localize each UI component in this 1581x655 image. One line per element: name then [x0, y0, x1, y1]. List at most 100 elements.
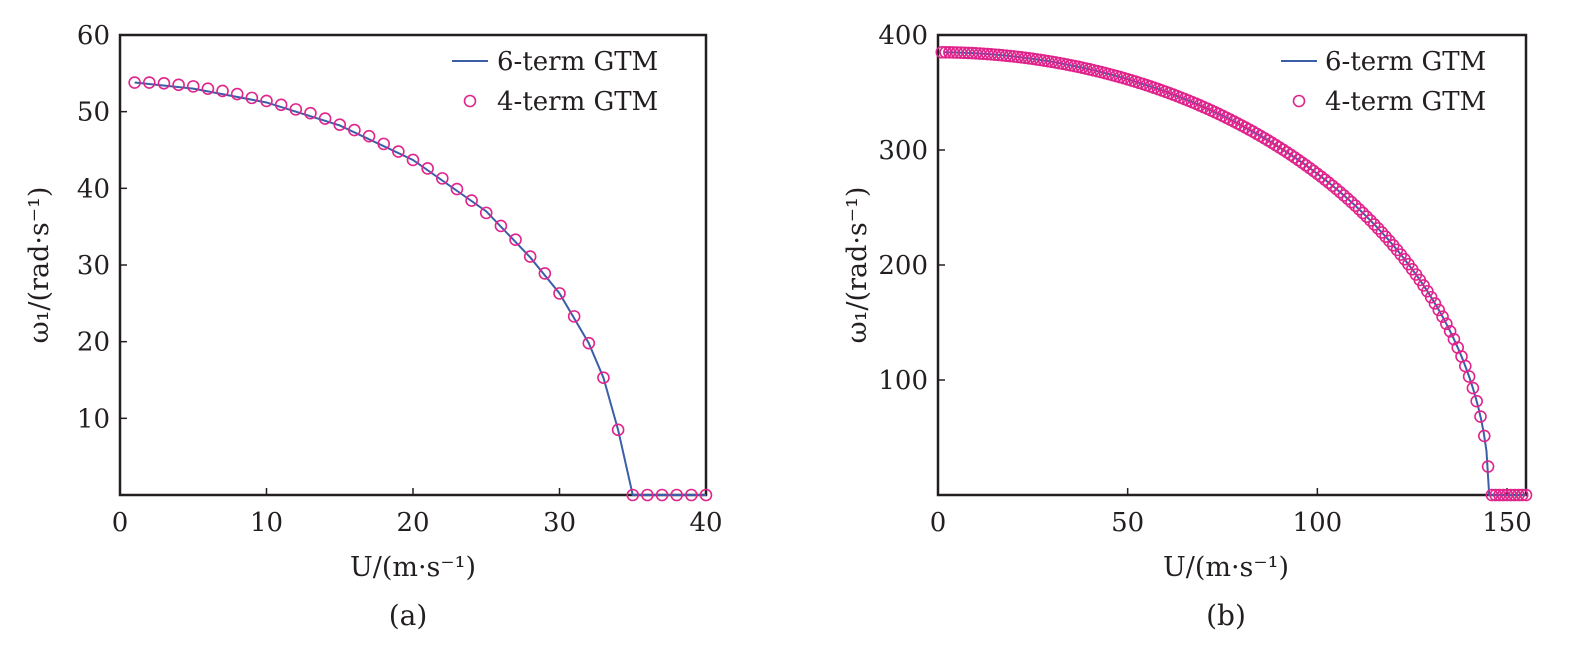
data-point-a [289, 103, 303, 116]
data-point-a [509, 233, 522, 246]
x-tick-label: 10 [250, 508, 283, 538]
x-tick-label: 150 [1482, 508, 1532, 538]
x-tick-label: 40 [689, 508, 722, 538]
data-point-b [1326, 179, 1339, 193]
data-point-a [157, 77, 171, 90]
y-tick-label: 200 [878, 251, 928, 281]
y-axis-label-a: ω₁/(rad·s⁻¹) [24, 187, 55, 344]
y-tick-label: 60 [77, 21, 110, 51]
data-point-a [567, 310, 581, 323]
x-tick-label: 0 [930, 508, 947, 538]
legend-b: 6-term GTM 4-term GTM [1281, 47, 1486, 117]
y-tick-label: 400 [878, 21, 928, 51]
data-point-a [304, 106, 317, 120]
data-point-a [685, 488, 698, 502]
legend-a: 6-term GTM 4-term GTM [452, 47, 658, 117]
data-point-b [1375, 226, 1389, 239]
data-point-b [1352, 203, 1366, 216]
data-point-b [1360, 210, 1373, 223]
data-point-a [143, 76, 156, 89]
data-point-b [1428, 297, 1442, 310]
data-point-b [1424, 290, 1438, 304]
data-point-a [260, 94, 273, 108]
data-point-b [1379, 230, 1392, 243]
data-point-a [333, 118, 347, 131]
data-point-a [348, 123, 361, 137]
data-point-a [450, 182, 464, 196]
data-point-b [1512, 488, 1525, 502]
data-point-a [465, 194, 478, 207]
data-point-b [1330, 182, 1343, 196]
data-point-a [318, 112, 332, 125]
legend-label-6term-a: 6-term GTM [497, 47, 658, 77]
data-point-b [1318, 173, 1332, 186]
data-point-b [1341, 192, 1354, 206]
data-point-b [1337, 189, 1351, 202]
data-point-a [186, 80, 200, 93]
data-point-b [1515, 488, 1529, 502]
y-axis-label-b: ω₁/(rad·s⁻¹) [842, 187, 873, 344]
data-point-a [128, 76, 141, 89]
chart-panel-b: 0 50 100 150 100 200 300 400 6-term GTM 4-term … [842, 21, 1533, 632]
y-tick-label: 50 [77, 98, 110, 128]
data-point-a [699, 488, 713, 502]
data-point-a [230, 87, 244, 101]
x-axis-label-a: U/(m·s⁻¹) [350, 552, 476, 583]
x-tick-label: 20 [396, 508, 429, 538]
x-tick-label: 100 [1293, 508, 1343, 538]
data-point-b [1470, 394, 1483, 408]
data-point-b [1462, 370, 1476, 383]
legend-label-4term-a: 4-term GTM [497, 87, 658, 117]
x-tick-label: 50 [1111, 508, 1144, 538]
data-point-b [1519, 488, 1533, 502]
data-point-b [1432, 303, 1446, 317]
data-point-a [274, 98, 288, 112]
data-point-a [611, 423, 625, 437]
data-point-a [523, 250, 537, 263]
data-point-a [377, 137, 391, 151]
legend-label-4term-b: 4-term GTM [1325, 87, 1486, 117]
caption-b: (b) [1206, 599, 1246, 632]
series-a [128, 76, 713, 502]
data-point-b [1443, 324, 1457, 338]
data-point-a [597, 371, 610, 385]
y-tick-label: 40 [77, 174, 110, 204]
data-point-b [1345, 195, 1358, 209]
x-tick-label: 30 [543, 508, 576, 538]
data-point-a [421, 162, 434, 175]
data-point-a [201, 82, 215, 95]
data-point-b [1440, 317, 1453, 331]
series-b [935, 45, 1533, 502]
data-point-a [172, 78, 185, 92]
data-point-b [1466, 381, 1480, 395]
y-tick-label: 20 [77, 328, 110, 358]
data-point-b [1367, 218, 1381, 231]
data-point-b [1477, 429, 1491, 443]
data-point-a [392, 145, 405, 158]
data-point-a [655, 488, 669, 502]
x-axis-label-b: U/(m·s⁻¹) [1163, 552, 1289, 583]
data-point-b [1348, 199, 1362, 213]
legend-marker-swatch-a [463, 94, 477, 108]
y-tick-label: 10 [77, 404, 110, 434]
data-point-a [553, 287, 566, 300]
data-point-b [1481, 460, 1495, 473]
legend-marker-swatch-b [1292, 94, 1306, 108]
caption-a: (a) [389, 599, 428, 632]
data-point-a [245, 91, 259, 105]
x-tick-label: 0 [112, 508, 129, 538]
data-point-a [479, 206, 493, 220]
y-tick-label: 100 [878, 366, 928, 396]
data-point-a [216, 84, 229, 98]
data-point-a [582, 336, 596, 350]
y-tick-label: 300 [878, 136, 928, 166]
data-point-a [435, 172, 449, 185]
data-point-a [670, 488, 684, 502]
axis-ticks-b: 0 50 100 150 100 200 300 400 [878, 21, 1531, 538]
data-point-b [1322, 176, 1336, 190]
data-point-b [1474, 410, 1487, 423]
data-point-a [406, 153, 420, 167]
data-point-b [1314, 170, 1328, 184]
data-point-a [538, 267, 552, 280]
